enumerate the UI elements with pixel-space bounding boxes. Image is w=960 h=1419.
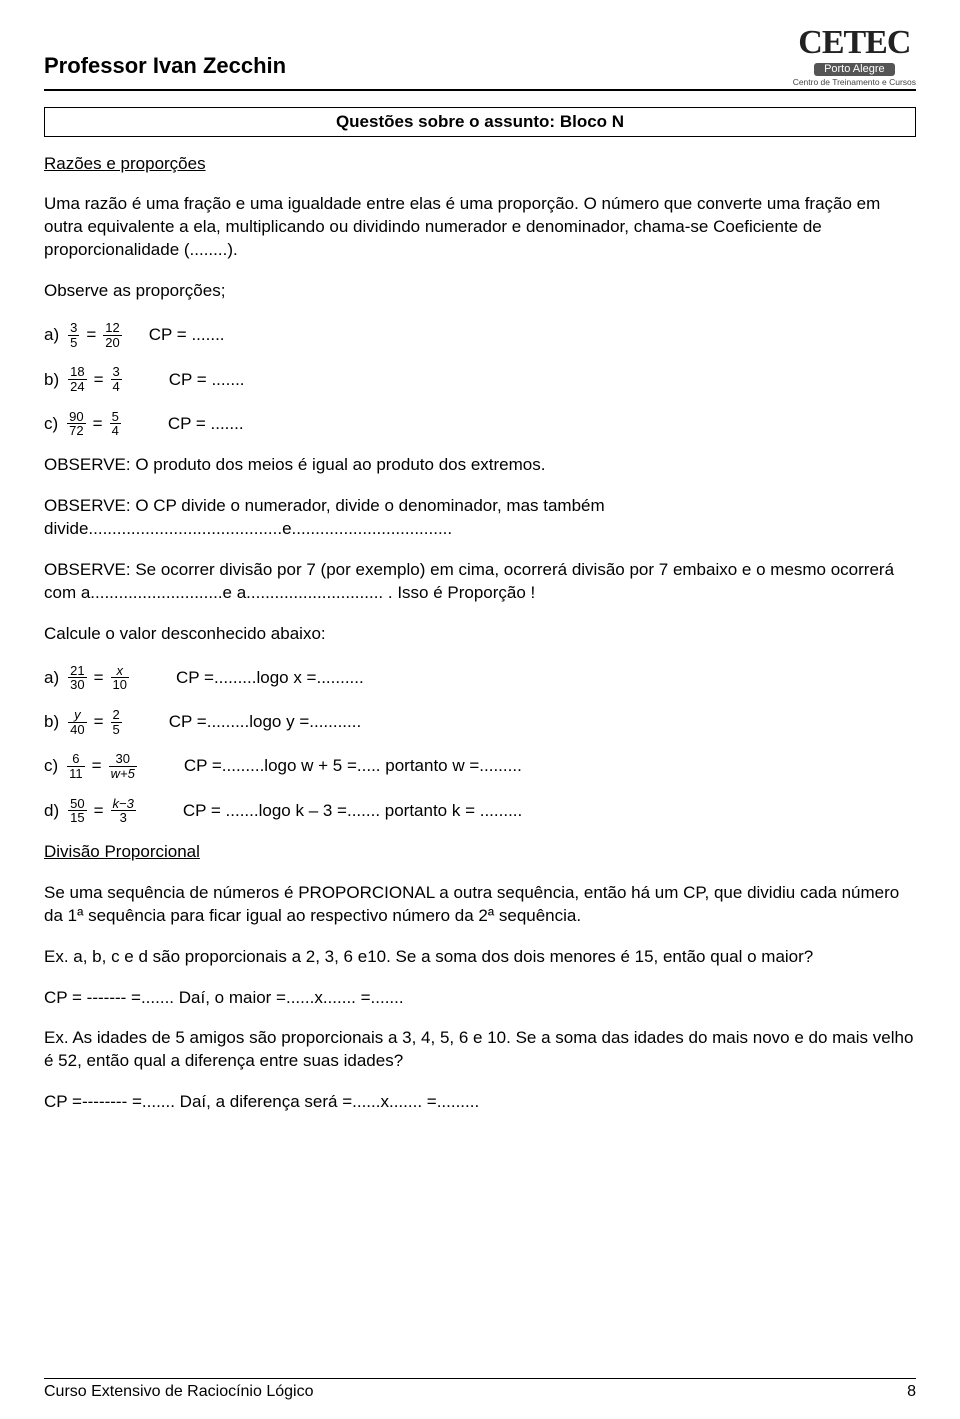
fraction: k−33 xyxy=(111,797,136,825)
equals-sign: = xyxy=(92,756,102,776)
paragraph-intro: Uma razão é uma fração e uma igualdade e… xyxy=(44,193,916,262)
observe-note-1: OBSERVE: O produto dos meios é igual ao … xyxy=(44,454,916,477)
cp-blank: CP =.........logo w + 5 =..... portanto … xyxy=(184,756,522,776)
observe-note-2: OBSERVE: O CP divide o numerador, divide… xyxy=(44,495,916,541)
fraction: 34 xyxy=(111,365,122,393)
item-label: a) xyxy=(44,668,59,688)
calc-b: b) y40 = 25 CP =.........logo y =.......… xyxy=(44,708,916,736)
proportion-c: c) 9072 = 54 CP = ....... xyxy=(44,410,916,438)
example-2: Ex. As idades de 5 amigos são proporcion… xyxy=(44,1027,916,1073)
fraction: 1824 xyxy=(68,365,86,393)
section-heading-1: Razões e proporções xyxy=(44,154,206,173)
footer-rule xyxy=(44,1378,916,1379)
paragraph-proportional-def: Se uma sequência de números é PROPORCION… xyxy=(44,882,916,928)
topic-box: Questões sobre o assunto: Bloco N xyxy=(44,107,916,137)
calc-d: d) 5015 = k−33 CP = .......logo k – 3 =.… xyxy=(44,797,916,825)
example-1-answer: CP = ------- =....... Daí, o maior =....… xyxy=(44,987,916,1010)
item-label: b) xyxy=(44,370,59,390)
page-number: 8 xyxy=(907,1383,916,1401)
proportion-b: b) 1824 = 34 CP = ....... xyxy=(44,365,916,393)
observe-note-3: OBSERVE: Se ocorrer divisão por 7 (por e… xyxy=(44,559,916,605)
equals-sign: = xyxy=(86,325,96,345)
cp-blank: CP = ....... xyxy=(149,325,225,345)
section-heading-2: Divisão Proporcional xyxy=(44,842,200,861)
logo-text: CETEC xyxy=(793,26,916,60)
paragraph-observe: Observe as proporções; xyxy=(44,280,916,303)
fraction: y40 xyxy=(68,708,86,736)
item-label: b) xyxy=(44,712,59,732)
cp-blank: CP = .......logo k – 3 =....... portanto… xyxy=(183,801,522,821)
example-2-answer: CP =-------- =....... Daí, a diferença s… xyxy=(44,1091,916,1114)
item-label: c) xyxy=(44,414,58,434)
header-rule xyxy=(44,89,916,91)
proportion-a: a) 35 = 1220 CP = ....... xyxy=(44,321,916,349)
fraction: x10 xyxy=(111,664,129,692)
professor-name: Professor Ivan Zecchin xyxy=(44,53,286,87)
fraction: 54 xyxy=(110,410,121,438)
fraction: 35 xyxy=(68,321,79,349)
document-page: Professor Ivan Zecchin CETEC Porto Alegr… xyxy=(0,0,960,1419)
equals-sign: = xyxy=(94,668,104,688)
fraction: 5015 xyxy=(68,797,86,825)
page-footer: Curso Extensivo de Raciocínio Lógico 8 xyxy=(44,1378,916,1401)
logo-tagline: Centro de Treinamento e Cursos xyxy=(793,78,916,87)
item-label: c) xyxy=(44,756,58,776)
example-1: Ex. a, b, c e d são proporcionais a 2, 3… xyxy=(44,946,916,969)
calc-c: c) 611 = 30w+5 CP =.........logo w + 5 =… xyxy=(44,752,916,780)
calc-a: a) 2130 = x10 CP =.........logo x =.....… xyxy=(44,664,916,692)
equals-sign: = xyxy=(94,801,104,821)
school-logo: CETEC Porto Alegre Centro de Treinamento… xyxy=(793,26,916,87)
equals-sign: = xyxy=(93,414,103,434)
fraction: 611 xyxy=(67,752,85,780)
fraction: 9072 xyxy=(67,410,85,438)
equals-sign: = xyxy=(94,712,104,732)
paragraph-calc-intro: Calcule o valor desconhecido abaixo: xyxy=(44,623,916,646)
page-header: Professor Ivan Zecchin CETEC Porto Alegr… xyxy=(44,26,916,87)
fraction: 25 xyxy=(111,708,122,736)
item-label: d) xyxy=(44,801,59,821)
course-name: Curso Extensivo de Raciocínio Lógico xyxy=(44,1383,313,1401)
cp-blank: CP = ....... xyxy=(168,414,244,434)
fraction: 2130 xyxy=(68,664,86,692)
cp-blank: CP = ....... xyxy=(169,370,245,390)
fraction: 1220 xyxy=(103,321,121,349)
logo-subtitle: Porto Alegre xyxy=(814,63,895,76)
fraction: 30w+5 xyxy=(109,752,137,780)
cp-blank: CP =.........logo x =.......... xyxy=(176,668,364,688)
cp-blank: CP =.........logo y =........... xyxy=(169,712,361,732)
equals-sign: = xyxy=(94,370,104,390)
item-label: a) xyxy=(44,325,59,345)
